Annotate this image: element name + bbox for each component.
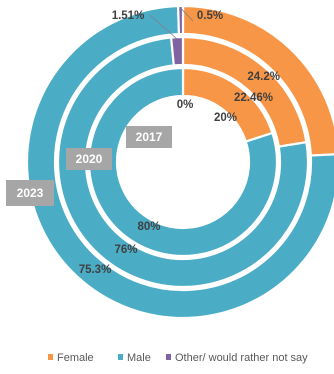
ring-tag-label: 2017 <box>136 130 163 144</box>
label-2023-other: 0.5% <box>197 10 223 22</box>
legend-label: Male <box>127 352 151 364</box>
leader-line-2020-other <box>149 14 178 40</box>
percent-labels: 24.2% 22.46% 20% 0% 80%76%75.3% 0.5% 1.51% <box>79 10 280 276</box>
label-2023-female: 24.2% <box>247 71 280 83</box>
legend-label: Female <box>57 352 94 364</box>
legend: Female Male Other/ would rather not say <box>48 352 308 364</box>
legend-label: Other/ would rather not say <box>175 352 308 364</box>
legend-item-male: Male <box>118 352 151 364</box>
slice-2020-male <box>56 36 310 289</box>
legend-item-female: Female <box>48 352 94 364</box>
slice-2023-female <box>181 4 334 157</box>
slice-2020-other <box>169 35 185 67</box>
label-2017-male: 80% <box>137 221 160 233</box>
donut-slices <box>25 4 334 320</box>
label-2020-other: 1.51% <box>112 10 145 22</box>
ring-tag-box <box>126 126 172 148</box>
ring-tag-box <box>6 180 54 206</box>
ring-tag-2017: 2017 <box>126 126 172 148</box>
label-2020-female: 22.46% <box>234 92 273 104</box>
slice-2023-male <box>25 4 334 320</box>
label-2023-male: 75.3% <box>79 264 112 276</box>
legend-swatch <box>166 354 171 360</box>
ring-tag-label: 2023 <box>17 186 44 200</box>
label-2017-female: 20% <box>214 112 237 124</box>
leader-line-2023-other <box>180 7 194 22</box>
slice-2023-other <box>176 4 185 36</box>
ring-tag-label: 2020 <box>76 152 103 166</box>
leader-lines <box>149 7 194 40</box>
slice-2017-male <box>87 66 279 258</box>
ring-tag-box <box>66 148 112 170</box>
legend-item-other: Other/ would rather not say <box>166 352 308 364</box>
label-2017-other: 0% <box>177 99 194 111</box>
legend-swatch <box>48 354 53 360</box>
ring-year-tags: 2023 2020 2017 <box>6 126 172 206</box>
legend-swatch <box>118 354 123 360</box>
ring-tag-2020: 2020 <box>66 148 112 170</box>
ring-tag-2023: 2023 <box>6 180 54 206</box>
label-2020-male: 76% <box>114 244 137 256</box>
